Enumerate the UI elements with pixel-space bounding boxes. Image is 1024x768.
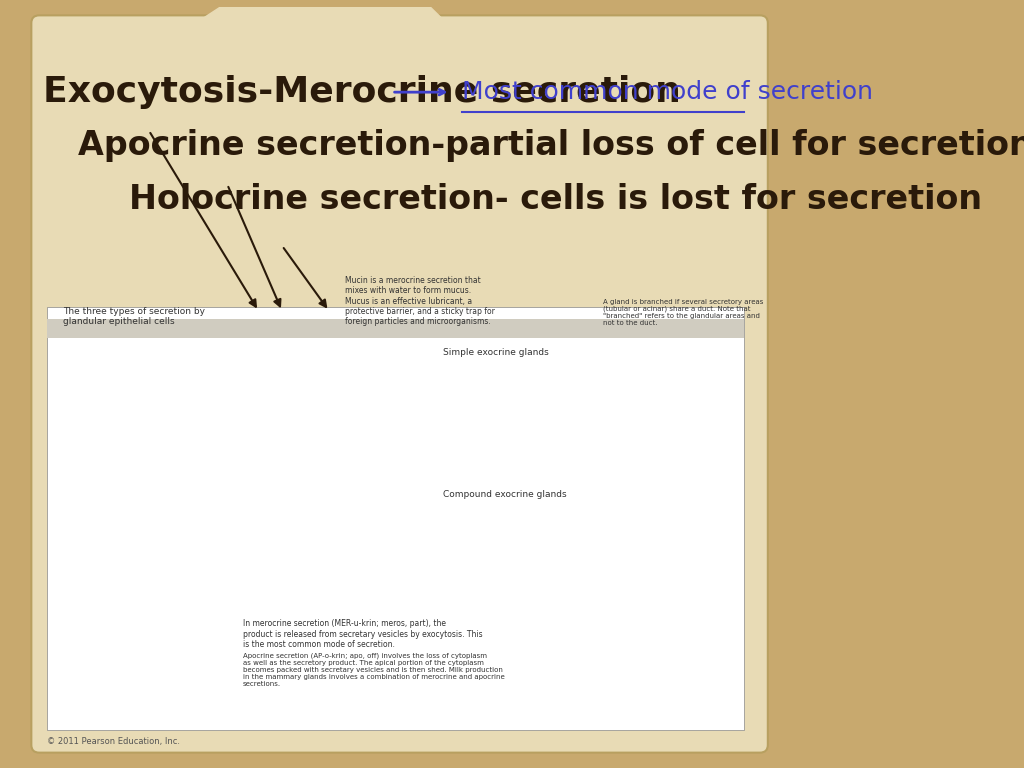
Text: Compound exocrine glands: Compound exocrine glands: [442, 490, 566, 499]
Text: © 2011 Pearson Education, Inc.: © 2011 Pearson Education, Inc.: [47, 737, 180, 746]
FancyBboxPatch shape: [32, 15, 768, 753]
Text: The three types of secretion by
glandular epithelial cells: The three types of secretion by glandula…: [62, 307, 205, 326]
Text: A gland is branched if several secretory areas
(tubular or acinar) share a duct.: A gland is branched if several secretory…: [603, 299, 764, 326]
Polygon shape: [39, 8, 760, 23]
FancyBboxPatch shape: [47, 319, 744, 338]
Text: Simple exocrine glands: Simple exocrine glands: [442, 348, 549, 357]
Text: Apocrine secretion (AP-o-krin; apo, off) involves the loss of cytoplasm
as well : Apocrine secretion (AP-o-krin; apo, off)…: [243, 653, 505, 687]
Text: Mucin is a merocrine secretion that
mixes with water to form mucus.
Mucus is an : Mucin is a merocrine secretion that mixe…: [345, 276, 495, 326]
Text: In merocrine secretion (MER-u-krin; meros, part), the
product is released from s: In merocrine secretion (MER-u-krin; mero…: [243, 619, 482, 649]
Text: Exocytosis-Merocrine secretion: Exocytosis-Merocrine secretion: [43, 75, 681, 109]
Text: Holocrine secretion- cells is lost for secretion: Holocrine secretion- cells is lost for s…: [129, 184, 982, 216]
Text: Apocrine secretion-partial loss of cell for secretion: Apocrine secretion-partial loss of cell …: [79, 130, 1024, 162]
Text: Most common mode of secretion: Most common mode of secretion: [462, 80, 873, 104]
FancyBboxPatch shape: [47, 307, 744, 730]
